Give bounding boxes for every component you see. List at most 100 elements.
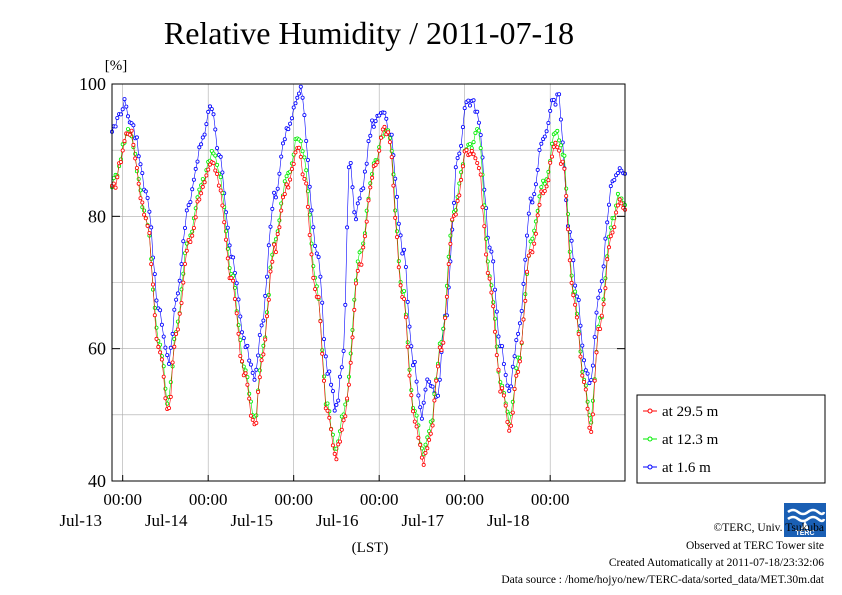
data-point <box>467 152 472 157</box>
data-point <box>213 153 218 158</box>
data-point <box>394 229 399 234</box>
data-point <box>508 384 513 389</box>
data-point <box>304 168 309 173</box>
data-point <box>416 435 421 440</box>
data-point <box>450 217 455 222</box>
data-point <box>608 225 613 230</box>
y-tick-label: 80 <box>88 206 106 226</box>
data-point <box>608 184 613 189</box>
data-point <box>291 161 296 166</box>
data-point <box>325 408 330 413</box>
data-point <box>370 118 375 123</box>
data-point <box>368 133 373 138</box>
data-point <box>182 225 187 230</box>
data-point <box>111 181 116 186</box>
data-point <box>553 140 558 145</box>
data-point <box>211 161 216 166</box>
data-point <box>115 175 120 180</box>
data-point <box>444 294 449 299</box>
data-point <box>557 148 562 153</box>
data-point <box>476 128 481 133</box>
data-point <box>516 331 521 336</box>
data-point <box>457 193 462 198</box>
data-point <box>510 364 515 369</box>
data-point <box>430 384 435 389</box>
data-point <box>282 179 287 184</box>
data-point <box>200 177 205 182</box>
data-point <box>500 386 505 391</box>
data-point <box>304 181 309 186</box>
data-point <box>409 344 414 349</box>
legend-label: at 12.3 m <box>662 432 719 448</box>
data-point <box>428 431 433 436</box>
data-point <box>343 302 348 307</box>
data-point <box>302 113 307 118</box>
data-point <box>505 383 510 388</box>
data-point <box>590 363 595 368</box>
data-point <box>407 373 412 378</box>
data-point <box>496 334 501 339</box>
data-point <box>530 250 535 255</box>
data-point <box>598 288 603 293</box>
data-point <box>337 439 342 444</box>
data-point <box>305 204 310 209</box>
data-point <box>507 388 512 393</box>
data-point <box>120 148 125 153</box>
data-point <box>460 125 465 130</box>
data-point <box>213 127 218 132</box>
created-text: Created Automatically at 2011-07-18/23:3… <box>609 557 824 569</box>
data-point <box>542 134 547 139</box>
data-point <box>459 143 464 148</box>
data-point <box>516 369 521 374</box>
data-point <box>471 98 476 103</box>
data-point <box>318 319 323 324</box>
data-point <box>225 256 230 261</box>
data-point <box>314 284 319 289</box>
data-point <box>434 378 439 383</box>
data-point <box>362 234 367 239</box>
data-point <box>286 185 291 190</box>
data-point <box>407 324 412 329</box>
data-point <box>485 270 490 275</box>
data-point <box>560 140 565 145</box>
data-point <box>564 186 569 191</box>
data-point <box>541 178 546 183</box>
data-point <box>248 413 253 418</box>
data-point <box>448 233 453 238</box>
data-point <box>142 212 147 217</box>
data-point <box>427 379 432 384</box>
data-point <box>617 197 622 202</box>
data-point <box>555 128 560 133</box>
data-point <box>190 233 195 238</box>
data-point <box>526 211 531 216</box>
data-point <box>553 102 558 107</box>
data-point <box>286 127 291 132</box>
data-point <box>599 279 604 284</box>
data-point <box>443 315 448 320</box>
data-point <box>311 275 316 280</box>
data-point <box>605 257 610 262</box>
data-point <box>179 300 184 305</box>
data-point <box>209 107 214 112</box>
data-point <box>535 213 540 218</box>
data-point <box>341 418 346 423</box>
data-point <box>562 153 567 158</box>
legend-label: at 1.6 m <box>662 460 711 476</box>
data-point <box>585 371 590 376</box>
data-point <box>329 427 334 432</box>
data-point <box>248 362 253 367</box>
data-point <box>313 287 318 292</box>
data-point <box>191 225 196 230</box>
data-point <box>215 171 220 176</box>
data-point <box>218 154 223 159</box>
data-point <box>601 297 606 302</box>
data-point <box>544 184 549 189</box>
data-point <box>542 188 547 193</box>
data-point <box>525 233 530 238</box>
data-point <box>199 191 204 196</box>
series-line <box>111 128 626 455</box>
data-point <box>289 166 294 171</box>
data-point <box>607 202 612 207</box>
data-point <box>272 242 277 247</box>
data-point <box>519 308 524 313</box>
